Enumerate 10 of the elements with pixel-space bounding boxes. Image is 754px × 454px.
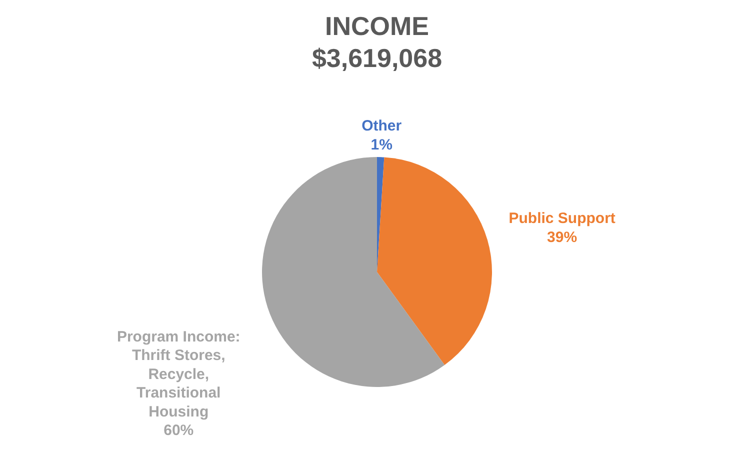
data-label: 39% (547, 228, 578, 246)
data-label: 60% (164, 422, 194, 440)
pie-slice (262, 157, 445, 387)
slice-label: Other (362, 118, 402, 135)
chart-title: INCOME (325, 11, 429, 41)
slice-label: Public Support (508, 210, 616, 228)
chart-subtitle: $3,619,068 (312, 43, 442, 73)
slice-label: Program Income: Thrift Stores, Recycle, Transitional Housing (116, 328, 240, 420)
pie-slice (377, 157, 492, 366)
data-label: 1% (370, 136, 392, 154)
